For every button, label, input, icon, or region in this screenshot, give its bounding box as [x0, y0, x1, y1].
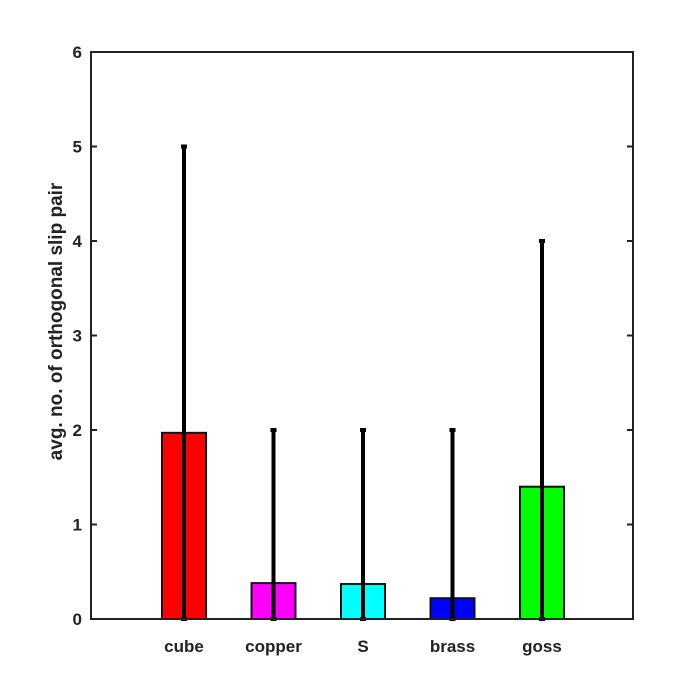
y-tick-label: 5 [73, 138, 82, 157]
error-bar-brass [449, 428, 456, 621]
x-tick-label-brass: brass [430, 637, 475, 656]
x-tick-label-goss: goss [522, 637, 562, 656]
y-tick-label: 4 [73, 232, 83, 251]
y-tick-label: 1 [73, 516, 82, 535]
y-axis-label: avg. no. of orthogonal slip pair [46, 182, 67, 460]
x-tick-label-cube: cube [164, 637, 204, 656]
x-tick-label-s: S [357, 637, 368, 656]
error-bars [181, 144, 545, 621]
y-tick-label: 2 [73, 421, 82, 440]
y-tick-label: 6 [73, 43, 82, 62]
y-tick-label: 0 [73, 610, 82, 629]
y-axis-ticks: 0 1 2 3 4 5 6 [73, 43, 633, 629]
x-tick-label-copper: copper [245, 637, 302, 656]
y-tick-label: 3 [73, 327, 82, 346]
